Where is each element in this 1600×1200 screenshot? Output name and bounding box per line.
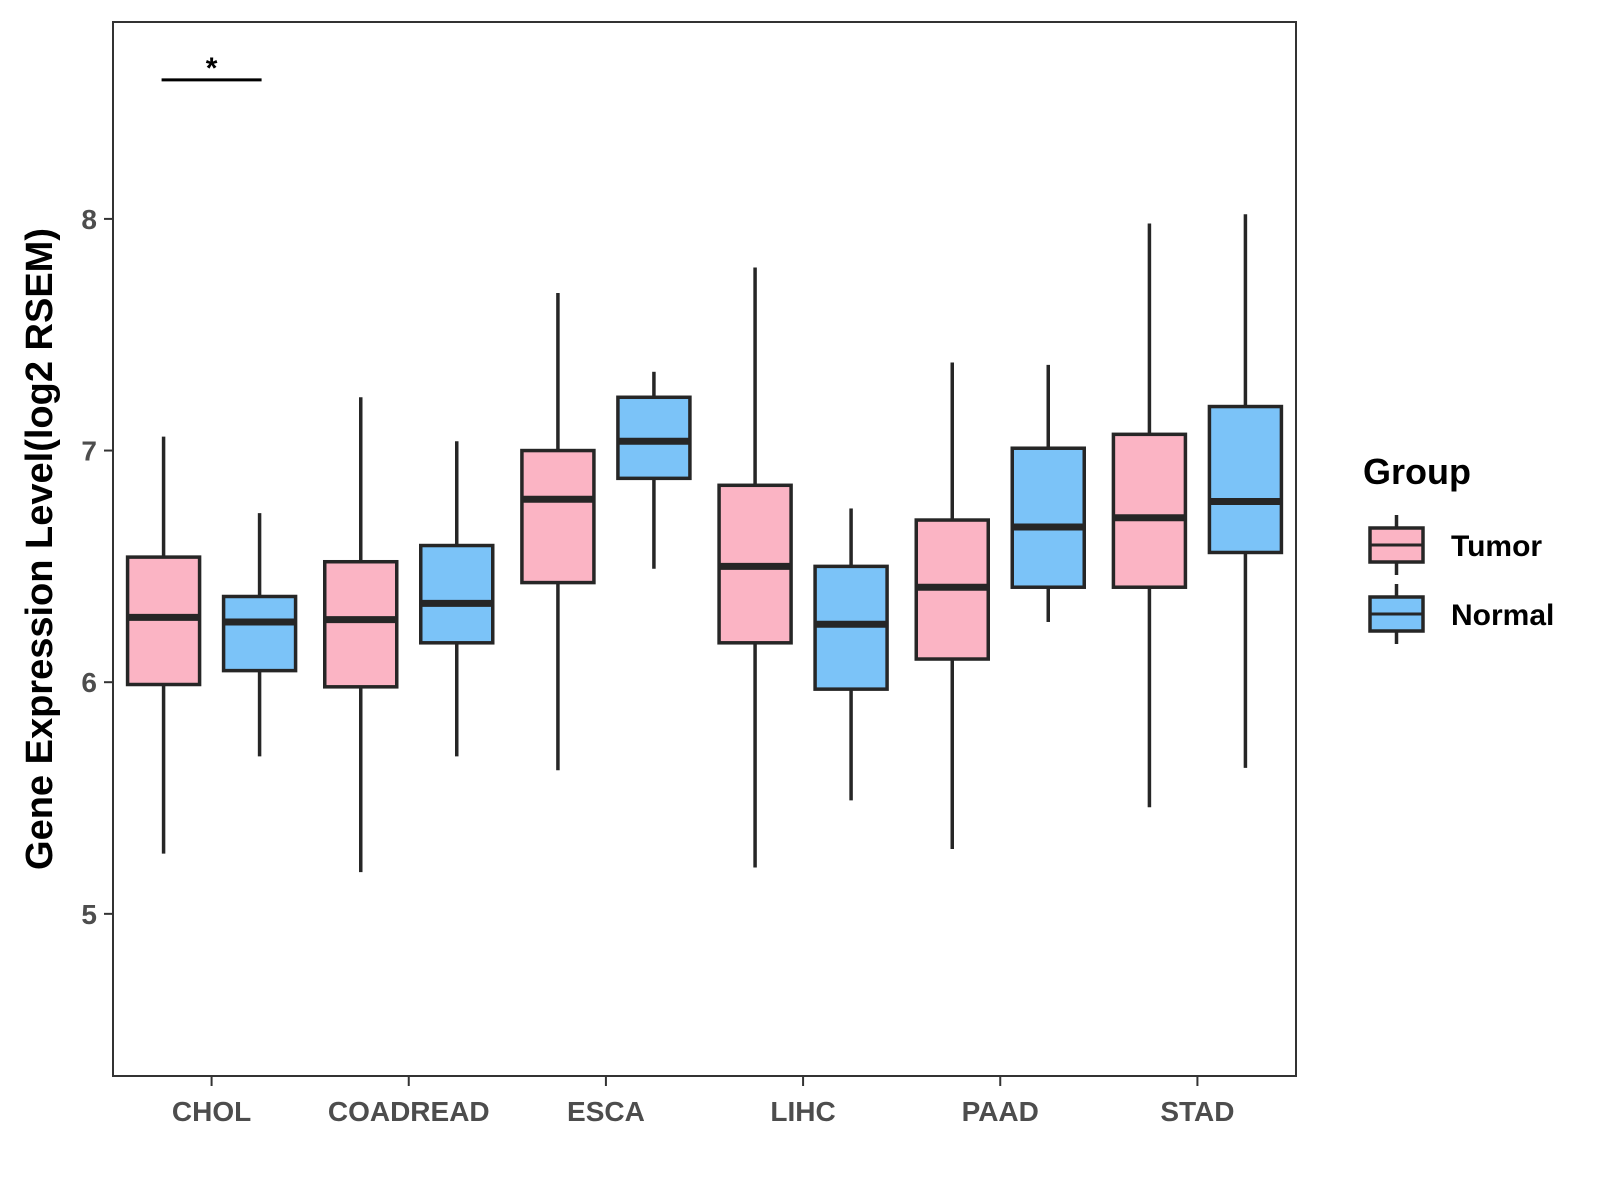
box-paad-normal <box>1010 364 1086 622</box>
box-chol-tumor <box>125 436 202 854</box>
box-esca-normal <box>616 371 692 569</box>
box-body-stad-tumor <box>1111 432 1188 589</box>
plot-panel <box>112 21 1297 1077</box>
x-tick-label: LIHC <box>770 1096 835 1127</box>
x-tick-label: STAD <box>1160 1096 1234 1127</box>
legend-label-tumor: Tumor <box>1451 530 1542 563</box>
annotations-layer: * <box>161 52 262 85</box>
x-axis: CHOL COADREAD ESCA LIHC PAAD STAD <box>172 1076 1234 1127</box>
x-tick-label: PAAD <box>962 1096 1039 1127</box>
box-body-esca-tumor <box>520 448 596 585</box>
y-tick-label: 7 <box>81 436 97 467</box>
y-axis-title: Gene Expression Level(log2 RSEM) <box>19 228 61 870</box>
box-chol-normal <box>221 513 298 757</box>
boxes-layer <box>125 214 1284 873</box>
box-coadread-tumor <box>323 397 399 873</box>
box-body-paad-normal <box>1010 446 1086 589</box>
x-tick-label: COADREAD <box>328 1096 490 1127</box>
box-paad-tumor <box>914 362 990 849</box>
legend-key-normal <box>1368 584 1425 644</box>
box-stad-normal <box>1207 214 1284 768</box>
y-tick-label: 8 <box>81 204 97 235</box>
y-tick-label: 5 <box>81 899 97 930</box>
box-body-stad-normal <box>1207 404 1284 555</box>
box-lihc-normal <box>813 508 889 801</box>
legend-key-tumor <box>1368 515 1425 575</box>
box-lihc-tumor <box>717 267 793 868</box>
significance-label-chol: * <box>206 52 218 85</box>
legend-label-normal: Normal <box>1451 599 1554 632</box>
legend: Group Tumor Normal <box>1363 451 1554 644</box>
box-coadread-normal <box>419 441 495 757</box>
box-body-coadread-normal <box>419 543 495 645</box>
x-tick-label: ESCA <box>567 1096 645 1127</box>
box-stad-tumor <box>1111 223 1188 808</box>
x-tick-label: CHOL <box>172 1096 251 1127</box>
box-body-chol-normal <box>221 594 298 673</box>
legend-title: Group <box>1363 451 1471 492</box>
box-esca-tumor <box>520 293 596 771</box>
y-axis: 5 6 7 8 <box>81 204 113 930</box>
box-body-coadread-tumor <box>323 559 399 689</box>
y-tick-label: 6 <box>81 667 97 698</box>
